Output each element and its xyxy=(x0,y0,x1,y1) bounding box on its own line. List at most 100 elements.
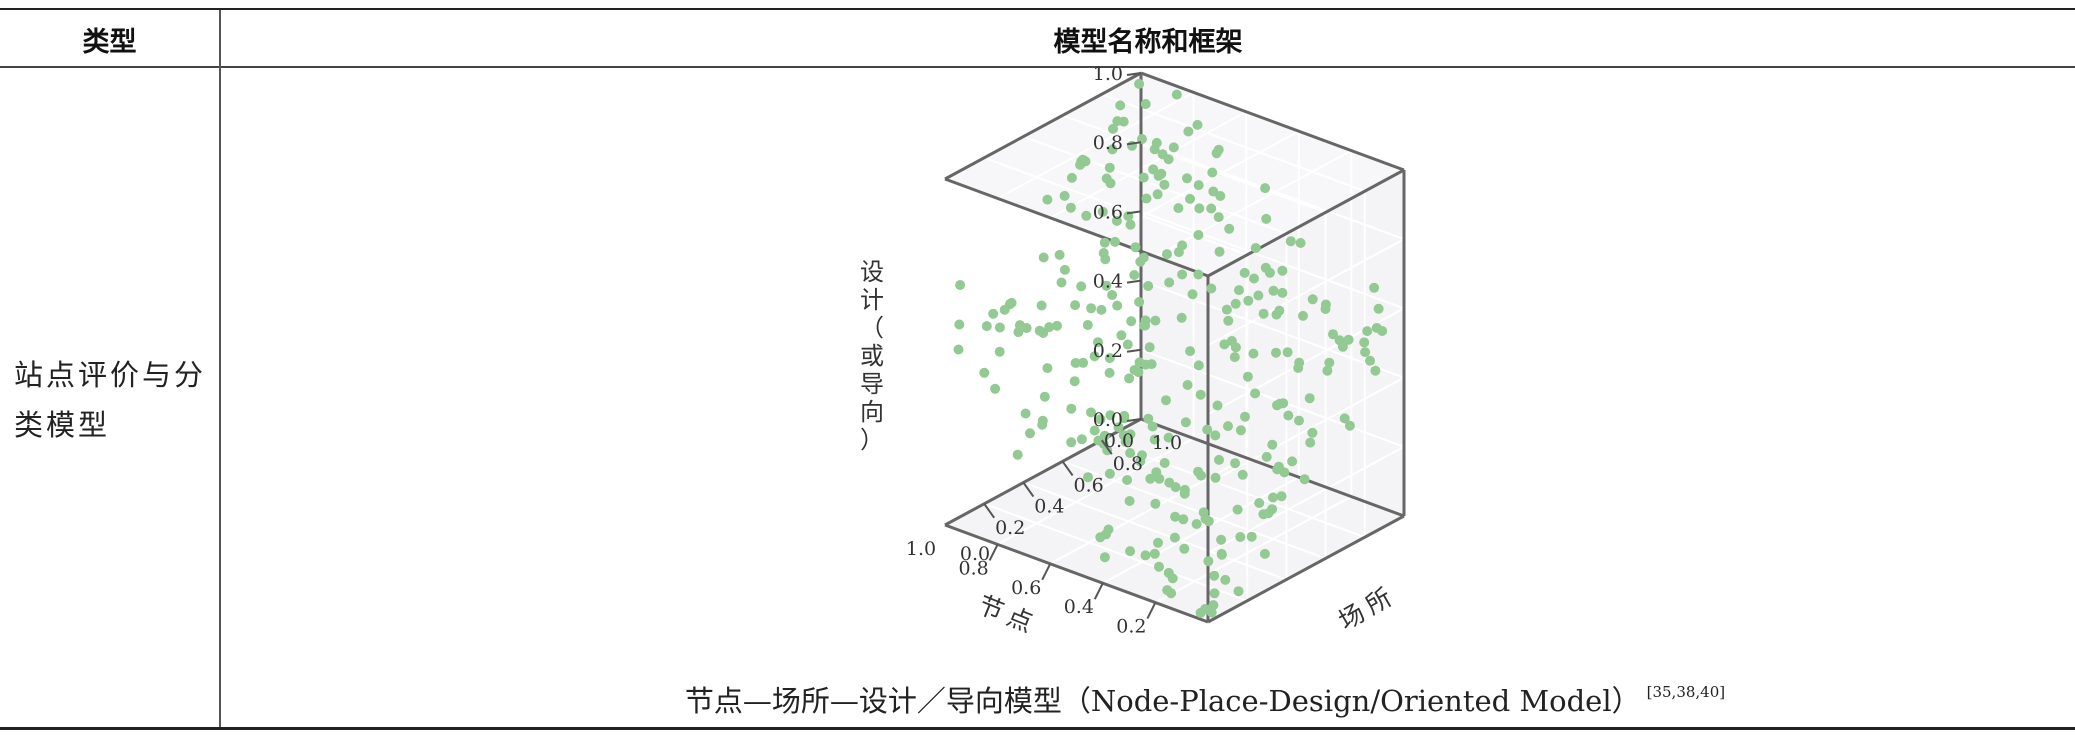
scatter-point xyxy=(1066,172,1077,183)
scatter-point xyxy=(1111,215,1122,226)
scatter-point xyxy=(1076,434,1087,445)
scatter-point xyxy=(1207,167,1218,178)
edge-roof-a xyxy=(1140,71,1405,172)
scatter-point xyxy=(1219,339,1230,350)
z-tick-label: 0.2 xyxy=(1093,340,1123,362)
scatter-point xyxy=(1130,242,1141,253)
scatter-point xyxy=(1135,256,1146,267)
x-tick-label: 0.8 xyxy=(958,557,988,579)
x-tick-label: 0.6 xyxy=(1011,577,1041,599)
grid-roof-y xyxy=(1101,93,1366,193)
scatter-point xyxy=(981,321,992,332)
scatter-point xyxy=(1216,534,1227,545)
scatter-point xyxy=(1140,99,1151,109)
scatter-point xyxy=(1202,424,1213,435)
z-tick-label: 0.8 xyxy=(1093,132,1123,154)
scatter-point xyxy=(1216,549,1227,560)
scatter-point xyxy=(1235,425,1246,436)
scatter-point xyxy=(1193,230,1204,240)
scatter-point xyxy=(1192,119,1203,130)
model-caption-text: 节点—场所—设计／导向模型（Node-Place-Design/Oriented… xyxy=(684,684,1641,718)
scatter-point xyxy=(1104,367,1115,378)
scatter-point xyxy=(1339,413,1350,424)
z-tick-mark xyxy=(1126,72,1142,76)
scatter-point xyxy=(1274,398,1285,409)
scatter-point xyxy=(1221,304,1232,315)
scatter-point xyxy=(1344,420,1355,431)
scatter-point xyxy=(1182,380,1193,390)
y-tick-label: 0.6 xyxy=(1073,474,1103,496)
scatter-point xyxy=(1210,472,1221,483)
scatter-point xyxy=(1159,179,1170,190)
x-tick-label: 0.2 xyxy=(1116,616,1146,638)
y-tick-label: 0.4 xyxy=(1034,496,1064,518)
scatter-point xyxy=(1259,548,1270,559)
scatter-point xyxy=(1143,413,1154,424)
scatter-point xyxy=(1066,403,1077,414)
scatter-point xyxy=(1122,475,1133,485)
scatter-point xyxy=(1206,283,1217,294)
scatter-point xyxy=(1258,308,1269,319)
z-axis-label: 设计（或导向） xyxy=(860,258,884,454)
scatter-point xyxy=(1274,305,1285,316)
grid-rightwall-z xyxy=(1207,376,1405,485)
pane-roof xyxy=(945,73,1404,276)
scatter-point xyxy=(1162,585,1173,596)
grid-floor-x xyxy=(1154,495,1352,604)
grid-floor-x xyxy=(997,437,1195,546)
row-type-cell: 站点评价与分类模型 xyxy=(14,358,207,442)
scatter-point xyxy=(1213,212,1224,223)
scatter-point xyxy=(1044,322,1055,333)
scatter-point xyxy=(1042,194,1053,205)
scatter-point xyxy=(1273,461,1284,472)
header-model: 模型名称和框架 xyxy=(1053,27,1243,58)
scatter-point xyxy=(1370,365,1381,376)
scatter-point xyxy=(1195,389,1206,400)
chart-ticks: 0.00.20.40.60.81.00.00.20.40.60.81.0 0.00… xyxy=(906,63,1182,638)
scatter-point xyxy=(1210,430,1221,441)
scatter-point xyxy=(1187,289,1198,300)
grid-roof-y xyxy=(1023,135,1287,235)
scatter-point xyxy=(1223,421,1233,432)
scatter-point xyxy=(1282,347,1293,358)
scatter-point xyxy=(1224,223,1235,234)
scatter-point xyxy=(1113,422,1124,433)
scatter-point xyxy=(1307,427,1318,438)
z-tick-mark xyxy=(1126,279,1142,284)
x-tick-mark xyxy=(1041,563,1052,581)
scatter-point xyxy=(953,344,964,355)
scatter-point xyxy=(1148,164,1159,175)
scatter-point xyxy=(1056,277,1067,288)
scatter-point xyxy=(1144,342,1155,353)
scatter-point xyxy=(1298,310,1308,321)
scatter-point xyxy=(1343,334,1354,345)
scatter-point xyxy=(1112,116,1123,127)
scatter-point xyxy=(1294,357,1305,368)
scatter-point xyxy=(1150,498,1161,509)
scatter-point xyxy=(1171,89,1182,100)
grid-rightwall-z xyxy=(1207,238,1405,347)
edge-roof-d xyxy=(1207,168,1405,278)
scatter-point xyxy=(1193,360,1204,371)
scatter-point xyxy=(1180,417,1191,428)
scatter-point xyxy=(1214,454,1224,465)
scatter-point xyxy=(1012,449,1023,460)
y-tick-mark xyxy=(983,503,996,519)
scatter-point xyxy=(1101,173,1112,184)
grid-leftwall-z xyxy=(1140,141,1405,241)
scatter-point xyxy=(1305,437,1316,448)
scatter-point xyxy=(1036,300,1047,311)
scatter-point xyxy=(1099,237,1110,248)
scatter-point xyxy=(1081,210,1092,221)
scatter-point xyxy=(1037,415,1048,426)
scatter-point xyxy=(1065,202,1076,213)
scatter-point xyxy=(1243,295,1254,306)
scatter-point xyxy=(1159,458,1170,468)
scatter-point xyxy=(1076,281,1087,292)
scatter-point xyxy=(1054,249,1065,260)
y-tick-label: 0.2 xyxy=(995,517,1025,539)
scatter-point xyxy=(1167,573,1178,584)
x-tick-mark xyxy=(988,543,999,561)
